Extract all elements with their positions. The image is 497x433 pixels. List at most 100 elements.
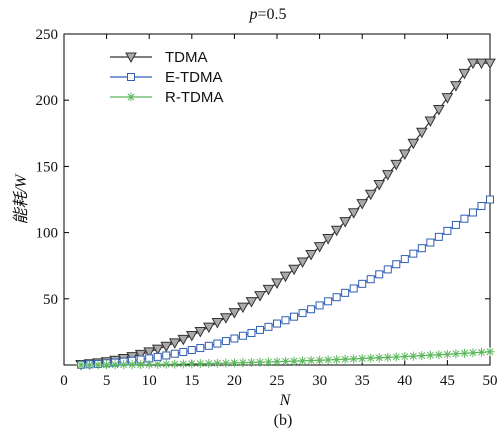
data-point-square [204, 341, 213, 350]
data-point-asterisk [459, 348, 469, 358]
data-point-square [290, 312, 299, 321]
data-point-triangle [305, 249, 317, 261]
data-point-triangle [143, 347, 156, 358]
data-point-square [298, 309, 307, 318]
data-point-triangle [211, 317, 224, 329]
data-point-asterisk [323, 355, 333, 365]
legend-label: TDMA [165, 49, 208, 66]
data-point-asterisk [485, 347, 495, 357]
data-point-asterisk [374, 353, 384, 363]
data-point-asterisk [255, 357, 265, 367]
data-point-triangle [245, 297, 258, 308]
data-point-square [468, 208, 477, 217]
data-point-triangle [373, 180, 386, 191]
legend-item: E-TDMA [110, 69, 223, 86]
x-axis-ticks: 0 5 10 15 20 25 30 35 40 45 50 [60, 34, 497, 389]
data-point-square [366, 275, 375, 284]
data-point-triangle [296, 257, 309, 269]
data-point-triangle [160, 341, 173, 353]
data-point-square [392, 260, 401, 269]
data-point-square [162, 351, 171, 360]
data-point-triangle [254, 291, 266, 302]
x-tick-label: 20 [227, 373, 242, 389]
chart-title: p=0.5 [248, 6, 286, 23]
data-point-triangle [339, 217, 352, 228]
data-point-square [187, 346, 196, 355]
data-point-triangle [364, 189, 377, 201]
data-point-square [153, 352, 162, 361]
data-point-asterisk [340, 354, 350, 364]
x-tick-label: 45 [440, 373, 455, 389]
data-point-triangle [271, 278, 283, 289]
data-point-asterisk [229, 358, 239, 368]
data-point-square [383, 265, 392, 274]
data-point-triangle [407, 138, 420, 150]
data-point-asterisk [76, 360, 86, 370]
data-point-square [451, 220, 460, 229]
data-point-asterisk [408, 351, 418, 361]
title-param: p [248, 6, 257, 23]
axes-box [63, 33, 491, 366]
data-point-triangle [228, 308, 241, 319]
series-r-tdma [76, 347, 495, 370]
data-point-asterisk [144, 359, 154, 369]
y-axis-ticks: 50 100 150 200 250 [36, 27, 490, 308]
x-tick-label: 25 [270, 373, 285, 389]
data-point-square [315, 301, 324, 310]
data-point-asterisk [349, 354, 359, 364]
data-point-square [409, 249, 418, 258]
data-point-triangle [484, 58, 496, 70]
data-point-asterisk [246, 357, 256, 367]
data-point-triangle [441, 93, 454, 104]
data-point-square [255, 325, 264, 334]
data-point-square [341, 288, 350, 297]
data-point-triangle [288, 264, 300, 276]
data-point-square [486, 195, 494, 204]
x-tick-label: 15 [184, 373, 199, 389]
x-tick-label: 30 [312, 373, 327, 389]
data-point-asterisk [434, 350, 444, 360]
data-point-asterisk [127, 360, 137, 370]
legend-label: R-TDMA [165, 89, 223, 106]
data-point-triangle [390, 159, 403, 171]
data-point-asterisk [195, 359, 205, 369]
data-point-asterisk [383, 352, 393, 362]
data-point-asterisk [425, 350, 435, 360]
data-point-square [196, 344, 205, 353]
data-point-asterisk [93, 360, 103, 370]
x-tick-label: 50 [483, 373, 497, 389]
data-point-square [349, 284, 358, 293]
data-point-asterisk [451, 349, 461, 359]
data-point-triangle [151, 344, 164, 356]
data-point-triangle [279, 271, 292, 283]
y-tick-label: 150 [36, 159, 59, 175]
x-axis-label: N [279, 392, 292, 409]
data-point-triangle [177, 334, 190, 346]
data-point-asterisk [357, 354, 367, 364]
x-tick-label: 5 [103, 373, 111, 389]
data-point-triangle [424, 116, 437, 128]
data-point-asterisk [102, 360, 112, 370]
data-point-asterisk [476, 347, 486, 357]
data-point-asterisk [187, 359, 197, 369]
data-point-asterisk [119, 360, 129, 370]
data-point-square [332, 293, 341, 302]
x-tick-label: 10 [142, 373, 157, 389]
data-point-asterisk [417, 351, 427, 361]
data-point-triangle [433, 104, 445, 116]
data-point-triangle [262, 284, 275, 296]
data-point-triangle [415, 127, 428, 139]
data-point-asterisk [366, 353, 376, 363]
data-point-square [417, 244, 426, 253]
data-point-square [127, 73, 135, 81]
data-point-triangle [220, 313, 232, 324]
data-point-square [170, 349, 179, 358]
data-point-square [273, 319, 281, 328]
data-point-asterisk [204, 358, 214, 368]
series-layer [75, 58, 496, 371]
data-point-triangle [330, 225, 343, 237]
x-tick-label: 40 [397, 373, 412, 389]
data-point-asterisk [315, 355, 325, 365]
data-point-square [443, 226, 452, 235]
data-point-triangle [125, 52, 137, 64]
